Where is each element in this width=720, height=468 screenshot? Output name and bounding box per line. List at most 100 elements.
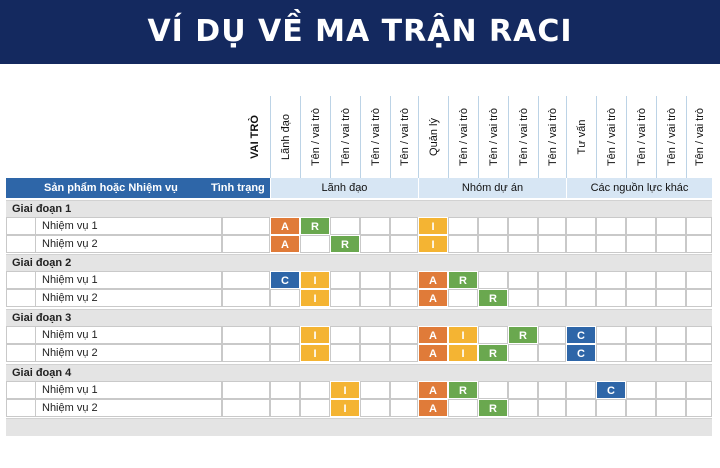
raci-cell[interactable] — [566, 217, 596, 235]
raci-cell[interactable] — [626, 399, 656, 417]
raci-cell[interactable] — [538, 399, 566, 417]
raci-cell[interactable] — [538, 326, 566, 344]
raci-cell[interactable] — [508, 289, 538, 307]
raci-cell[interactable] — [360, 399, 390, 417]
raci-cell[interactable] — [390, 326, 418, 344]
raci-cell[interactable] — [448, 289, 478, 307]
raci-cell[interactable] — [686, 217, 712, 235]
raci-cell[interactable] — [596, 235, 626, 253]
raci-cell[interactable] — [626, 271, 656, 289]
raci-cell[interactable] — [390, 289, 418, 307]
raci-cell[interactable] — [508, 344, 538, 362]
raci-cell[interactable] — [270, 326, 300, 344]
raci-cell[interactable] — [596, 399, 626, 417]
status-column-header: Tình trạng — [211, 182, 265, 194]
raci-cell[interactable] — [360, 235, 390, 253]
raci-cell[interactable] — [360, 289, 390, 307]
raci-cell[interactable] — [566, 235, 596, 253]
raci-cell[interactable] — [300, 235, 330, 253]
raci-cell[interactable] — [656, 381, 686, 399]
raci-cell[interactable] — [566, 271, 596, 289]
raci-cell[interactable] — [626, 217, 656, 235]
raci-cell[interactable] — [566, 381, 596, 399]
raci-cell[interactable] — [270, 381, 300, 399]
raci-cell[interactable] — [686, 344, 712, 362]
raci-cell[interactable] — [538, 235, 566, 253]
raci-cell[interactable] — [448, 399, 478, 417]
status-cell[interactable] — [222, 344, 270, 362]
raci-cell[interactable] — [270, 344, 300, 362]
raci-cell[interactable] — [300, 381, 330, 399]
raci-cell[interactable] — [508, 271, 538, 289]
raci-cell[interactable] — [478, 326, 508, 344]
raci-cell[interactable] — [656, 235, 686, 253]
raci-cell[interactable] — [330, 271, 360, 289]
raci-cell[interactable] — [626, 381, 656, 399]
raci-cell[interactable] — [686, 235, 712, 253]
raci-cell[interactable] — [360, 326, 390, 344]
raci-cell[interactable] — [686, 381, 712, 399]
status-cell[interactable] — [222, 217, 270, 235]
raci-cell[interactable] — [538, 271, 566, 289]
status-cell[interactable] — [222, 289, 270, 307]
raci-cell[interactable] — [596, 271, 626, 289]
raci-cell[interactable] — [390, 235, 418, 253]
raci-cell[interactable] — [478, 235, 508, 253]
raci-cell[interactable] — [508, 235, 538, 253]
role-column-label: Tên / vai trò — [605, 107, 618, 167]
status-cell[interactable] — [222, 381, 270, 399]
raci-cell[interactable] — [686, 289, 712, 307]
raci-cell[interactable] — [596, 344, 626, 362]
raci-cell[interactable] — [656, 399, 686, 417]
raci-cell[interactable] — [656, 271, 686, 289]
raci-cell[interactable] — [270, 399, 300, 417]
raci-cell[interactable] — [330, 344, 360, 362]
raci-cell[interactable] — [478, 381, 508, 399]
raci-cell[interactable] — [300, 399, 330, 417]
raci-cell[interactable] — [626, 326, 656, 344]
raci-cell[interactable] — [390, 271, 418, 289]
raci-cell[interactable] — [360, 217, 390, 235]
status-cell[interactable] — [222, 271, 270, 289]
raci-cell[interactable] — [686, 399, 712, 417]
raci-cell[interactable] — [390, 344, 418, 362]
raci-cell[interactable] — [330, 289, 360, 307]
raci-cell[interactable] — [656, 344, 686, 362]
raci-cell[interactable] — [508, 399, 538, 417]
raci-cell[interactable] — [360, 381, 390, 399]
raci-cell[interactable] — [360, 271, 390, 289]
status-cell[interactable] — [222, 235, 270, 253]
raci-cell[interactable] — [448, 217, 478, 235]
raci-cell[interactable] — [686, 326, 712, 344]
raci-cell[interactable] — [360, 344, 390, 362]
raci-cell[interactable] — [686, 271, 712, 289]
status-cell[interactable] — [222, 326, 270, 344]
raci-cell[interactable] — [478, 217, 508, 235]
raci-cell[interactable] — [538, 289, 566, 307]
status-cell[interactable] — [222, 399, 270, 417]
raci-cell[interactable] — [508, 217, 538, 235]
raci-cell[interactable] — [626, 289, 656, 307]
raci-cell[interactable] — [478, 271, 508, 289]
raci-cell[interactable] — [626, 344, 656, 362]
raci-cell[interactable] — [566, 399, 596, 417]
raci-cell[interactable] — [538, 217, 566, 235]
raci-cell[interactable] — [390, 381, 418, 399]
raci-cell[interactable] — [538, 344, 566, 362]
raci-cell[interactable] — [538, 381, 566, 399]
raci-cell[interactable] — [390, 217, 418, 235]
raci-cell[interactable] — [508, 381, 538, 399]
raci-cell[interactable] — [596, 326, 626, 344]
raci-cell[interactable] — [656, 217, 686, 235]
raci-cell[interactable] — [448, 235, 478, 253]
raci-cell[interactable] — [330, 326, 360, 344]
raci-cell[interactable] — [270, 289, 300, 307]
raci-cell[interactable] — [596, 289, 626, 307]
raci-cell[interactable] — [626, 235, 656, 253]
raci-cell[interactable] — [596, 217, 626, 235]
raci-cell[interactable] — [656, 326, 686, 344]
raci-cell[interactable] — [390, 399, 418, 417]
raci-cell[interactable] — [330, 217, 360, 235]
raci-cell[interactable] — [566, 289, 596, 307]
raci-cell[interactable] — [656, 289, 686, 307]
